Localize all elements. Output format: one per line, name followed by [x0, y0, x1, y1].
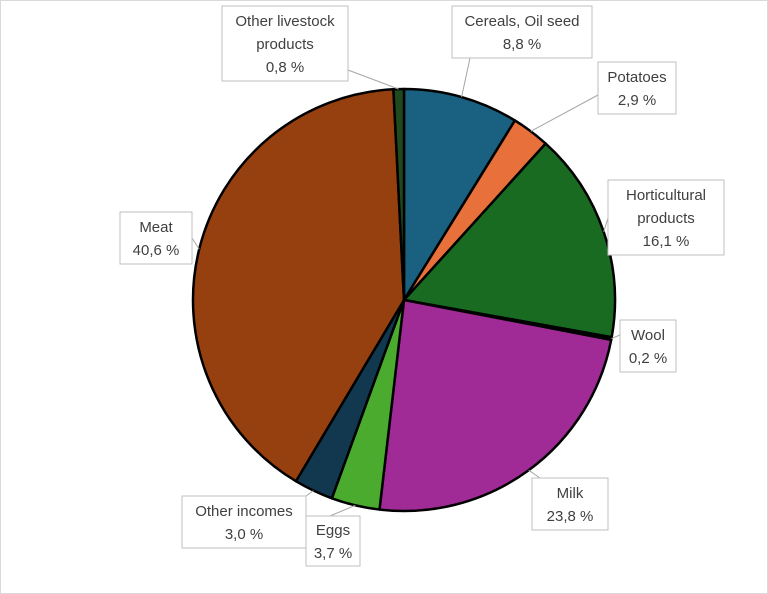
data-label: Horticultural products 16,1 %: [607, 179, 725, 256]
data-label-category: products: [256, 36, 314, 53]
data-label: Wool 0,2 %: [619, 319, 677, 373]
data-label-box: [119, 211, 193, 265]
data-label-value: 0,8 %: [266, 59, 304, 76]
data-label-category: Wool: [631, 327, 665, 344]
data-label-value: 3,0 %: [225, 526, 263, 543]
data-label-value: 0,2 %: [629, 350, 667, 367]
data-label-category: Potatoes: [607, 69, 666, 86]
data-label: Milk 23,8 %: [531, 477, 609, 531]
leader-line: [329, 504, 356, 517]
data-label-value: 16,1 %: [643, 233, 690, 250]
data-label-category: Other livestock: [235, 13, 335, 30]
leader-line: [347, 69, 399, 90]
data-label-category: Horticultural: [626, 187, 706, 204]
data-label-category: products: [637, 210, 695, 227]
leader-line: [603, 217, 609, 233]
pie-slice-cereals-oil-seed: [402, 87, 517, 302]
data-label-box: [597, 61, 677, 115]
pie-slice-milk: [378, 298, 613, 513]
data-label-category: Other incomes: [195, 503, 293, 520]
data-label-box: [181, 495, 307, 549]
data-label: Other incomes 3,0 %: [181, 495, 307, 549]
data-label-category: Meat: [139, 219, 173, 236]
data-label: Other livestock products 0,8 %: [221, 5, 349, 82]
pie-slices: [191, 87, 617, 513]
data-label-category: Milk: [557, 485, 584, 502]
leader-line: [461, 57, 471, 98]
leader-line: [611, 334, 621, 340]
data-label-value: 40,6 %: [133, 242, 180, 259]
data-label-box: [451, 5, 593, 59]
data-label-category: Eggs: [316, 522, 350, 539]
data-label-category: Cereals, Oil seed: [464, 13, 579, 30]
leader-lines: [191, 57, 621, 517]
leader-line: [530, 94, 599, 132]
data-label-box: [221, 5, 349, 82]
data-label-value: 3,7 %: [314, 545, 352, 562]
data-label-box: [607, 179, 725, 256]
data-label: Meat 40,6 %: [119, 211, 193, 265]
data-label: Potatoes 2,9 %: [597, 61, 677, 115]
data-label-box: [619, 319, 677, 373]
data-labels: Cereals, Oil seed 8,8 % Potatoes 2,9 % Horti…: [119, 5, 725, 567]
leader-line: [528, 469, 541, 479]
data-label-value: 2,9 %: [618, 92, 656, 109]
data-label-value: 23,8 %: [547, 508, 594, 525]
data-label: Eggs 3,7 %: [305, 515, 361, 567]
data-label-value: 8,8 %: [503, 36, 541, 53]
data-label: Cereals, Oil seed 8,8 %: [451, 5, 593, 59]
data-label-box: [305, 515, 361, 567]
pie-slice-meat: [191, 88, 406, 483]
leader-line: [305, 490, 314, 497]
data-label-box: [531, 477, 609, 531]
leader-line: [191, 237, 200, 250]
